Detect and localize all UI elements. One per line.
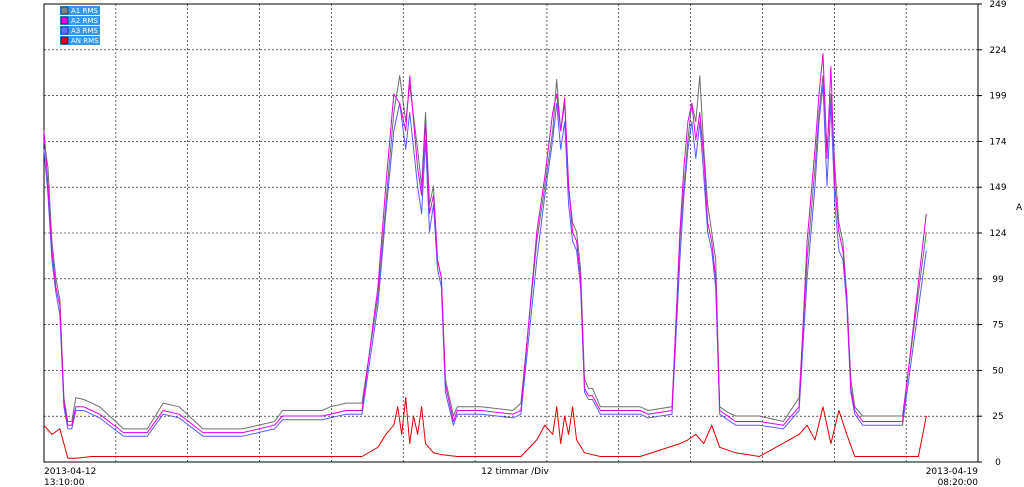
y-tick-label: 99 (992, 275, 1004, 285)
y-axis-ticks: 0 25 50 75 99 124 149 174 199 224 249 (978, 0, 1007, 468)
legend-swatch (60, 26, 69, 35)
grid (44, 4, 978, 462)
legend-swatch (60, 6, 69, 15)
x-start-date: 2013-04-12 (44, 467, 96, 477)
series-layer (43, 53, 927, 459)
legend: A1 RMS A2 RMS A3 RMS AN RMS (60, 6, 100, 45)
y-tick-label: 75 (992, 321, 1003, 331)
x-end-date: 2013-04-19 (926, 467, 979, 477)
series-line-a3-rms (43, 84, 927, 437)
legend-swatch (60, 36, 69, 45)
y-tick-label: 25 (992, 412, 1003, 422)
series-line-a2-rms (43, 53, 927, 434)
y-tick-label: 50 (992, 366, 1004, 376)
y-tick-label: 174 (989, 137, 1006, 147)
y-tick-label: 124 (989, 229, 1006, 239)
y-tick-label: 199 (989, 92, 1006, 102)
x-start-time: 13:10:00 (44, 478, 85, 487)
unit-label: A (1016, 203, 1023, 213)
legend-bg (60, 6, 100, 15)
y-tick-label: 249 (989, 0, 1006, 10)
legend-label: A2 RMS (71, 17, 98, 25)
x-center-label: 12 timmar /Div (481, 467, 549, 477)
legend-bg (60, 36, 100, 45)
legend-label: AN RMS (71, 37, 99, 45)
y-tick-label: 224 (989, 46, 1006, 56)
series-line-an-rms (43, 397, 927, 459)
y-tick-label: 0 (995, 458, 1001, 468)
legend-bg (60, 26, 100, 35)
y-tick-label: 149 (989, 183, 1006, 193)
legend-label: A1 RMS (71, 7, 98, 15)
legend-swatch (60, 16, 69, 25)
legend-bg (60, 16, 100, 25)
x-end-time: 08:20:00 (938, 478, 979, 487)
legend-label: A3 RMS (71, 27, 98, 35)
